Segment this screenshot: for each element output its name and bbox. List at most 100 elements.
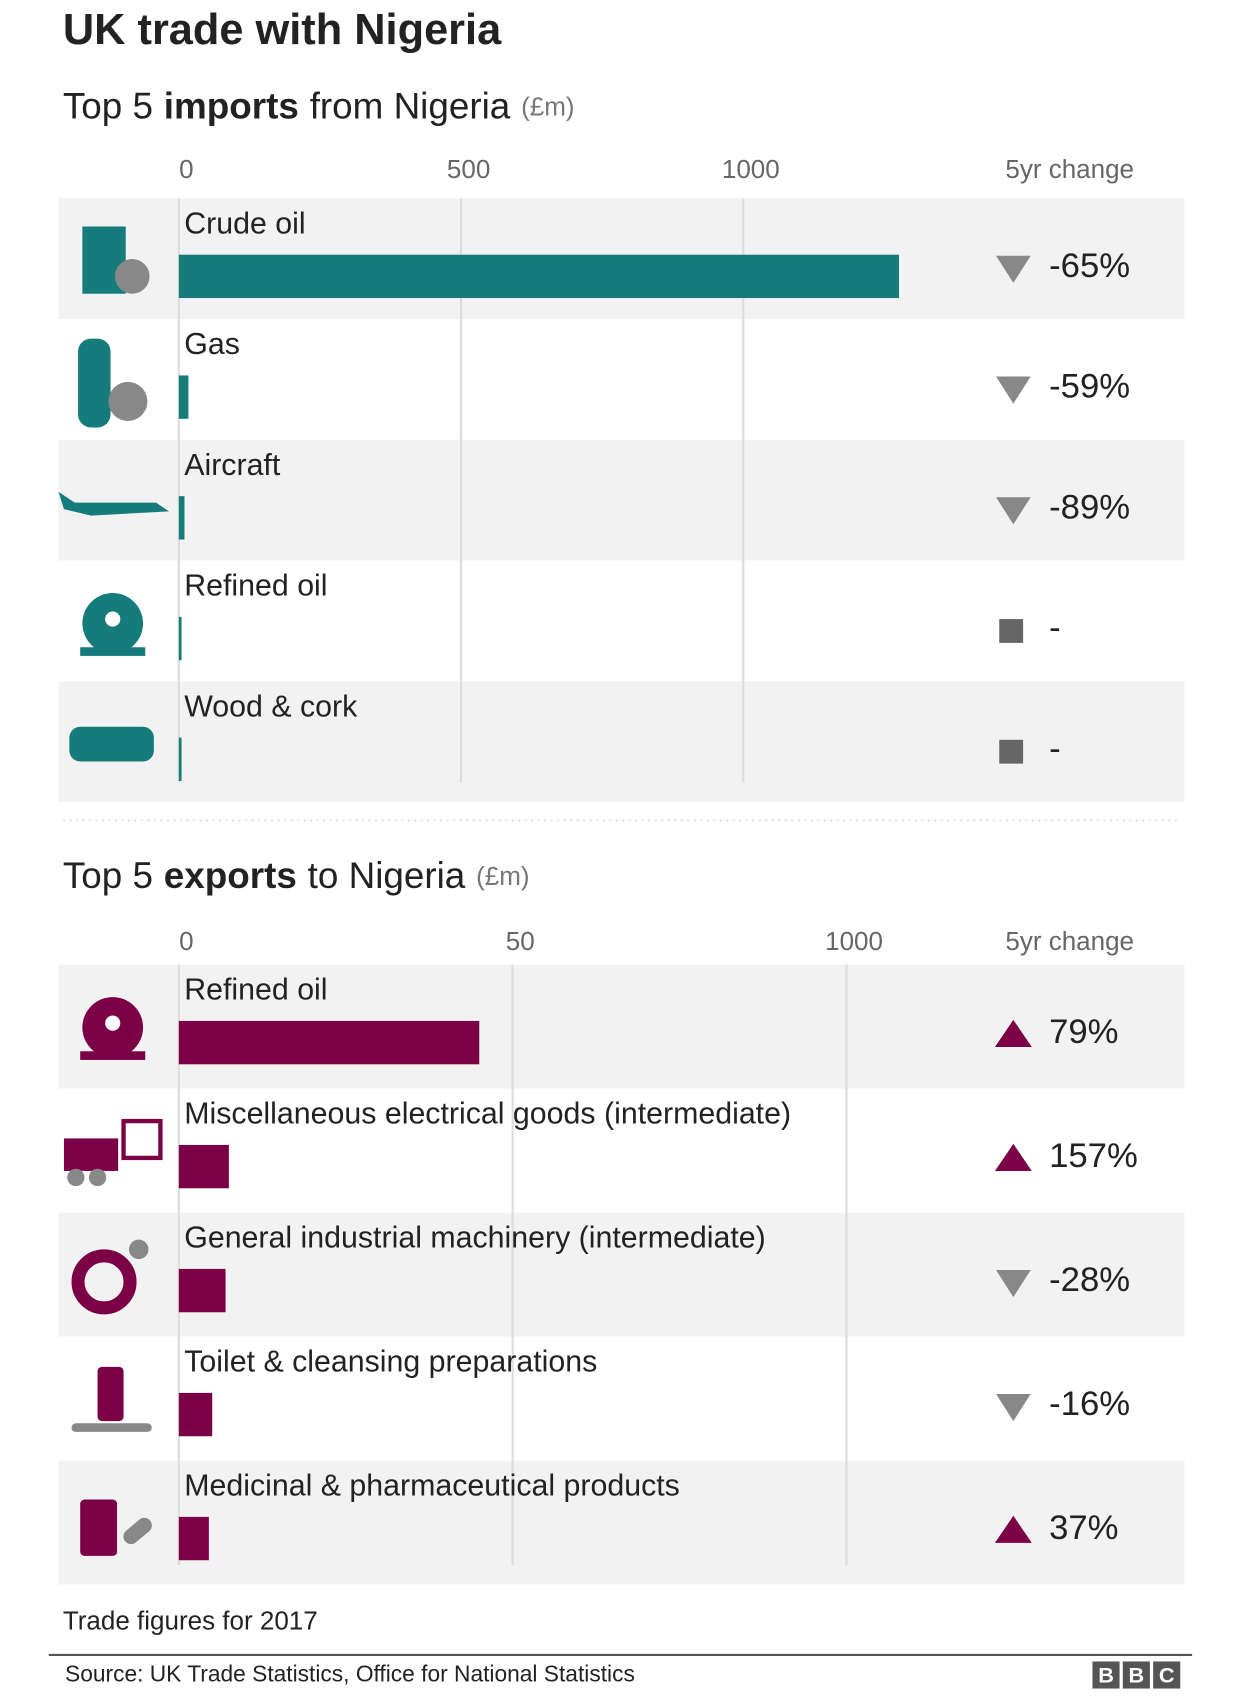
title: UK trade with Nigeria [63,6,502,54]
icon-shape [105,611,121,627]
bar [178,1020,480,1065]
change-arrow-up [994,1143,1032,1171]
subtitle: Top 5 imports from Nigeria (£m) [63,85,575,126]
change-arrow-down [996,255,1031,283]
icon-shape [67,1168,85,1187]
category-label: Miscellaneous electrical goods (intermed… [184,1098,791,1131]
logo-letter: B [1129,1662,1145,1687]
note: Trade figures for 2017 [63,1605,318,1635]
bar [178,1144,229,1189]
source: Source: UK Trade Statistics, Office for … [65,1661,635,1687]
category-label: Gas [184,328,240,361]
x-tick-label: 0 [179,926,193,956]
x-tick-label: 1000 [825,926,883,956]
icon-shape [88,1168,107,1187]
change-header: 5yr change [1005,154,1134,184]
logo-block [1092,1661,1120,1689]
subtitle-prefix: Top 5 [63,855,153,896]
change-label: -59% [1049,368,1130,406]
category-label: Refined oil [184,974,327,1007]
row-icon [63,1118,163,1187]
icon-shape [71,1249,137,1315]
bar [178,1516,209,1561]
icon-shape [114,259,150,294]
row-icon [78,338,148,428]
logo-block [1122,1661,1150,1689]
subtitle-suffix: from Nigeria [310,85,511,126]
row-icon [69,726,154,762]
x-tick-label: 50 [506,926,535,956]
row-band [58,1460,1185,1585]
change-arrow-down [996,1269,1031,1298]
bar [178,254,900,299]
icon-shape [58,491,170,516]
change-label: -65% [1049,247,1130,285]
subtitle-emphasis: imports [164,85,299,126]
icon-shape [97,1366,124,1422]
subtitle-prefix: Top 5 [63,85,153,126]
icon-shape [105,1015,121,1031]
change-arrow-up [994,1515,1032,1543]
change-marker [999,619,1024,643]
content: UK trade with Nigeria Trade figures for … [48,6,1193,1689]
change-label: 79% [1049,1013,1118,1051]
row-icon [80,593,146,656]
change-label: -89% [1049,488,1130,526]
bar [178,375,189,419]
row-icon [71,1366,152,1432]
row-band [58,1212,1185,1337]
subtitle-unit: (£m) [521,91,574,121]
change-label: 157% [1049,1137,1138,1175]
change-label: -16% [1049,1385,1130,1423]
row-icon [80,1499,152,1556]
icon-shape [63,1138,119,1171]
row-icon [82,226,150,294]
subtitle-unit: (£m) [476,861,529,891]
row-icon [71,1239,149,1315]
icon-shape [108,381,148,421]
category-label: Crude oil [184,207,305,240]
row-icon [80,997,146,1060]
change-label: - [1049,730,1061,768]
change-arrow-down [996,497,1031,525]
category-label: Toilet & cleansing preparations [184,1346,597,1379]
icon-shape [121,1118,163,1161]
change-label: -28% [1049,1261,1130,1299]
icon-shape [128,1239,149,1260]
icon-shape [71,1423,152,1432]
bar [178,496,185,540]
logo-letter: C [1159,1662,1175,1687]
category-label: Aircraft [184,449,281,482]
icon-shape [80,1499,118,1556]
row-band [58,681,1185,803]
icon-shape [123,1517,152,1545]
change-arrow-down [996,1393,1031,1422]
bar [178,616,182,661]
icon-shape [69,726,154,762]
bar [178,1268,226,1313]
bar [178,1392,213,1437]
category-label: Medicinal & pharmaceutical products [184,1470,680,1503]
row-icon [58,491,170,516]
icon-shape [80,1051,146,1060]
row-band [58,439,1185,561]
category-label: Refined oil [184,570,327,603]
subtitle-suffix: to Nigeria [308,855,466,896]
change-label: - [1049,609,1061,647]
icon-shape [80,647,146,656]
subtitle-emphasis: exports [164,855,297,896]
icon-shape [78,338,111,428]
category-label: General industrial machinery (intermedia… [184,1222,766,1255]
change-marker [999,739,1024,764]
x-tick-label: 1000 [722,154,780,184]
x-tick-label: 0 [179,154,193,184]
logo-block [1153,1661,1181,1689]
change-header: 5yr change [1005,926,1134,956]
x-tick-label: 500 [447,154,490,184]
change-label: 37% [1049,1509,1118,1547]
category-label: Wood & cork [184,690,358,723]
logo-letter: B [1098,1662,1114,1687]
change-arrow-up [994,1019,1032,1047]
change-arrow-down [996,376,1031,404]
